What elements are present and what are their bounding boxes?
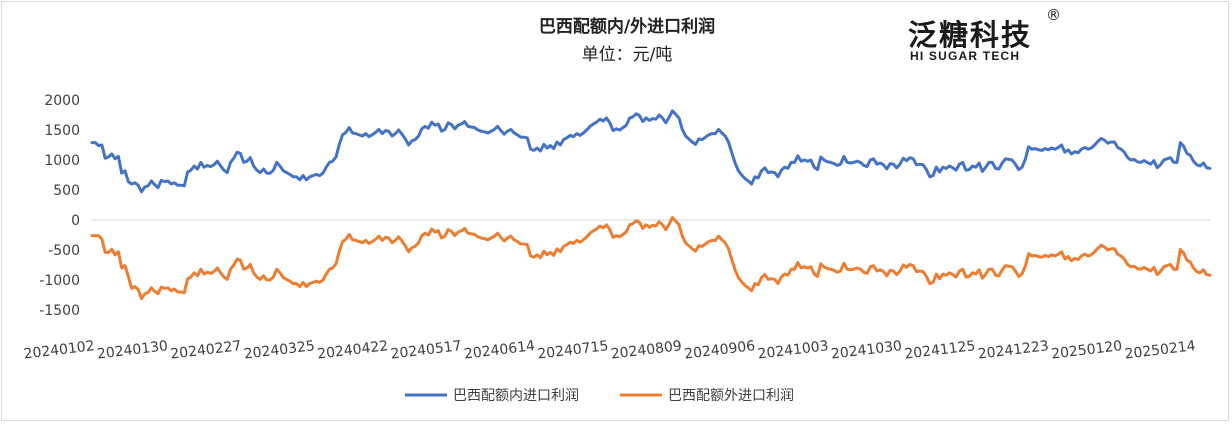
x-tick-label: 20241125 — [904, 338, 977, 363]
x-tick-label: 20241030 — [830, 338, 903, 363]
x-tick-label: 20240809 — [610, 338, 683, 363]
x-tick-label: 20240325 — [243, 338, 316, 363]
x-tick-label: 20250120 — [1050, 338, 1123, 363]
x-tick-label: 20240614 — [463, 338, 536, 363]
legend-label: 巴西配额外进口利润 — [668, 388, 794, 404]
x-tick-label: 20240227 — [170, 338, 243, 363]
x-tick-label: 20240102 — [23, 338, 96, 363]
y-axis: -1500 -1000 -500 0 500 1000 1500 2000 — [39, 93, 80, 319]
y-tick-label: 500 — [53, 183, 80, 199]
brand-logo-en: HI SUGAR TECH — [910, 49, 1021, 63]
chart-title: 巴西配额内/外进口利润 — [539, 16, 715, 37]
y-tick-label: 1000 — [44, 153, 80, 169]
x-tick-label: 20240422 — [316, 338, 389, 363]
x-tick-label: 20240715 — [537, 338, 610, 363]
y-tick-label: -1500 — [39, 303, 80, 319]
x-tick-label: 20240130 — [96, 338, 169, 363]
series-line-within-quota — [90, 109, 1212, 194]
x-tick-label: 20250214 — [1124, 338, 1197, 363]
plot-area — [90, 109, 1212, 301]
x-tick-label: 20241003 — [757, 338, 830, 363]
registered-mark: ® — [1046, 6, 1061, 24]
x-tick-label: 20241223 — [977, 338, 1050, 363]
x-axis: 20240102 20240130 20240227 20240325 20240422… — [23, 338, 1197, 363]
legend-label: 巴西配额内进口利润 — [453, 388, 579, 404]
chart-subtitle: 单位：元/吨 — [582, 45, 673, 65]
y-tick-label: 0 — [71, 213, 80, 229]
brand-logo-cn: 泛糖科技 — [908, 18, 1033, 52]
series-line-out-of-quota — [90, 216, 1212, 301]
x-tick-label: 20240517 — [390, 338, 463, 363]
x-tick-label: 20240906 — [683, 338, 756, 363]
y-tick-label: 2000 — [44, 93, 80, 109]
legend: 巴西配额内进口利润 巴西配额外进口利润 — [405, 388, 794, 404]
y-tick-label: -1000 — [39, 273, 80, 289]
y-tick-label: 1500 — [44, 123, 80, 139]
y-tick-label: -500 — [48, 243, 80, 259]
